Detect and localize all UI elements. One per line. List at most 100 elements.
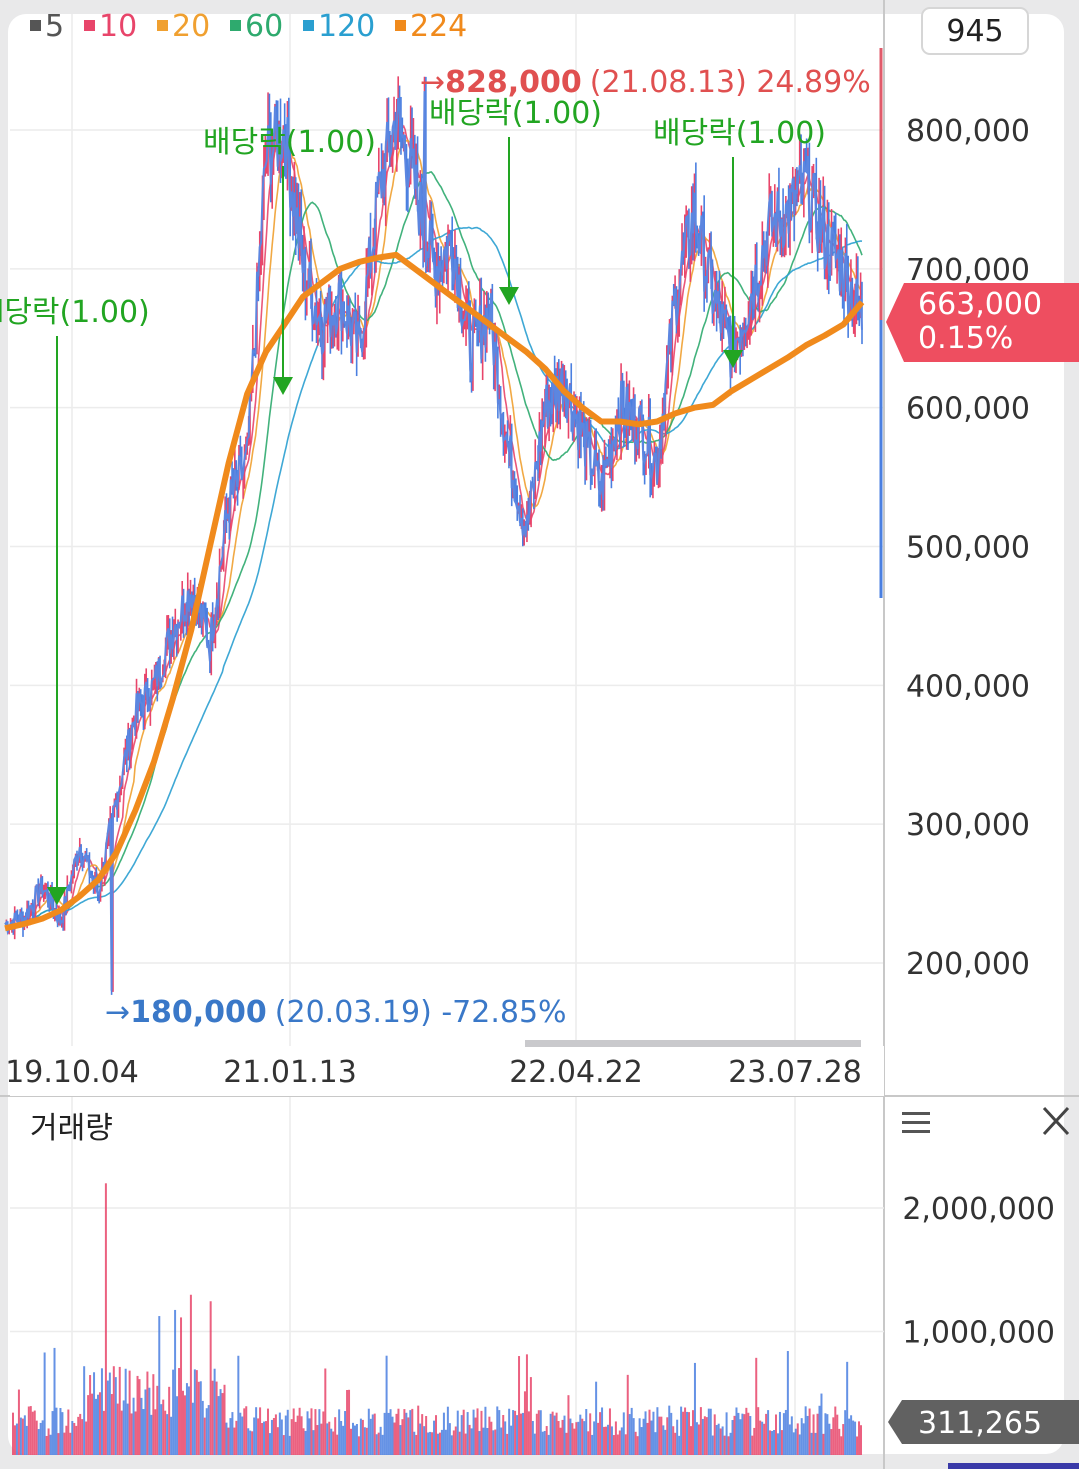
volume-bar [357, 1436, 360, 1455]
close-x-icon[interactable] [1042, 1106, 1070, 1136]
volume-bar [176, 1396, 179, 1455]
volume-bar [792, 1432, 795, 1455]
volume-bar [806, 1415, 809, 1455]
volume-bar [389, 1409, 392, 1455]
volume-bar [304, 1430, 307, 1455]
legend-label: 5 [45, 9, 64, 44]
period-value: 945 [946, 14, 1003, 49]
volume-bar [302, 1428, 305, 1455]
volume-bar [247, 1428, 250, 1455]
volume-bar [436, 1433, 439, 1455]
volume-bar [606, 1424, 609, 1455]
volume-bar [664, 1429, 667, 1455]
volume-bar [705, 1417, 708, 1455]
volume-bar [255, 1407, 258, 1455]
volume-bar [832, 1417, 835, 1455]
volume-bar [296, 1415, 299, 1455]
chart-card [8, 14, 1064, 1454]
volume-bar [87, 1395, 90, 1455]
volume-bar [65, 1425, 68, 1455]
volume-bar [15, 1423, 18, 1455]
volume-axis-labels: 1,000,000 2,000,000 [902, 1192, 1055, 1351]
volume-bar [646, 1422, 649, 1455]
dividend-arrow [273, 377, 293, 395]
current-change: 0.15% [918, 321, 1013, 356]
volume-bar [630, 1407, 633, 1455]
volume-bar [798, 1434, 801, 1455]
legend-swatch [30, 20, 41, 31]
volume-bar [745, 1407, 748, 1455]
volume-bar [429, 1431, 432, 1455]
volume-bar [215, 1381, 218, 1455]
volume-bar [438, 1432, 441, 1455]
price-tick-label: 500,000 [906, 531, 1030, 566]
volume-bar [300, 1416, 303, 1455]
volume-bar [243, 1408, 246, 1455]
volume-bar [654, 1432, 657, 1455]
hamburger-menu-icon[interactable] [902, 1112, 930, 1133]
volume-bar [98, 1392, 101, 1455]
volume-bar [521, 1412, 524, 1455]
volume-bar [85, 1421, 88, 1455]
volume-bar [350, 1428, 353, 1455]
volume-bar [130, 1413, 133, 1455]
volume-bar [844, 1410, 847, 1455]
dividend-label: l당락(1.00) [0, 295, 150, 330]
volume-bar [498, 1410, 501, 1455]
volume-bar [597, 1422, 600, 1455]
volume-bar [648, 1409, 651, 1455]
volume-bar [824, 1413, 827, 1455]
volume-bar [642, 1418, 645, 1455]
volume-bar [320, 1423, 323, 1455]
volume-bar [185, 1383, 188, 1455]
volume-bar [482, 1427, 485, 1455]
volume-bar [771, 1431, 774, 1455]
volume-bars [12, 1183, 862, 1455]
volume-bar [237, 1355, 240, 1455]
low-arrow: → [105, 995, 130, 1030]
volume-bar [565, 1432, 568, 1455]
volume-bar [351, 1422, 354, 1455]
volume-bar [217, 1396, 220, 1455]
volume-bar [674, 1432, 677, 1455]
volume-bar [618, 1430, 621, 1455]
current-volume-badge [888, 1400, 1079, 1444]
volume-bar [662, 1425, 665, 1455]
volume-bar [209, 1301, 212, 1455]
volume-bar [836, 1414, 839, 1455]
volume-bar [110, 1394, 113, 1455]
dividend-arrow [499, 287, 519, 305]
legend-swatch [84, 20, 95, 31]
volume-bar [47, 1428, 50, 1455]
volume-bar [860, 1425, 862, 1455]
volume-bar [342, 1425, 345, 1455]
volume-bar [241, 1416, 244, 1455]
ma-legend[interactable]: 5 10 20 60 120 224 [30, 9, 467, 44]
volume-bar [672, 1426, 675, 1455]
volume-bar [100, 1368, 103, 1455]
volume-bar [614, 1421, 617, 1455]
volume-bar [800, 1418, 803, 1455]
volume-bar [636, 1436, 639, 1455]
volume-bar [650, 1420, 653, 1455]
horizontal-scrollbar[interactable] [525, 1040, 861, 1047]
volume-bar [142, 1409, 145, 1455]
volume-bar [571, 1423, 574, 1455]
volume-bar [223, 1384, 226, 1455]
ma224-line [4, 251, 865, 932]
high-price: 828,000 [445, 65, 582, 100]
volume-bar [468, 1424, 471, 1455]
volume-bar [778, 1411, 781, 1455]
volume-bar [51, 1411, 54, 1455]
volume-gridlines [10, 1207, 884, 1333]
volume-bar [761, 1421, 764, 1455]
volume-bar [13, 1425, 16, 1455]
volume-bar [178, 1368, 181, 1455]
volume-bar [160, 1404, 163, 1455]
volume-bar [377, 1432, 380, 1455]
period-box[interactable] [921, 7, 1029, 55]
volume-bar [93, 1372, 96, 1455]
volume-bar [423, 1426, 426, 1455]
volume-bar [525, 1354, 528, 1455]
volume-bar [57, 1433, 60, 1455]
